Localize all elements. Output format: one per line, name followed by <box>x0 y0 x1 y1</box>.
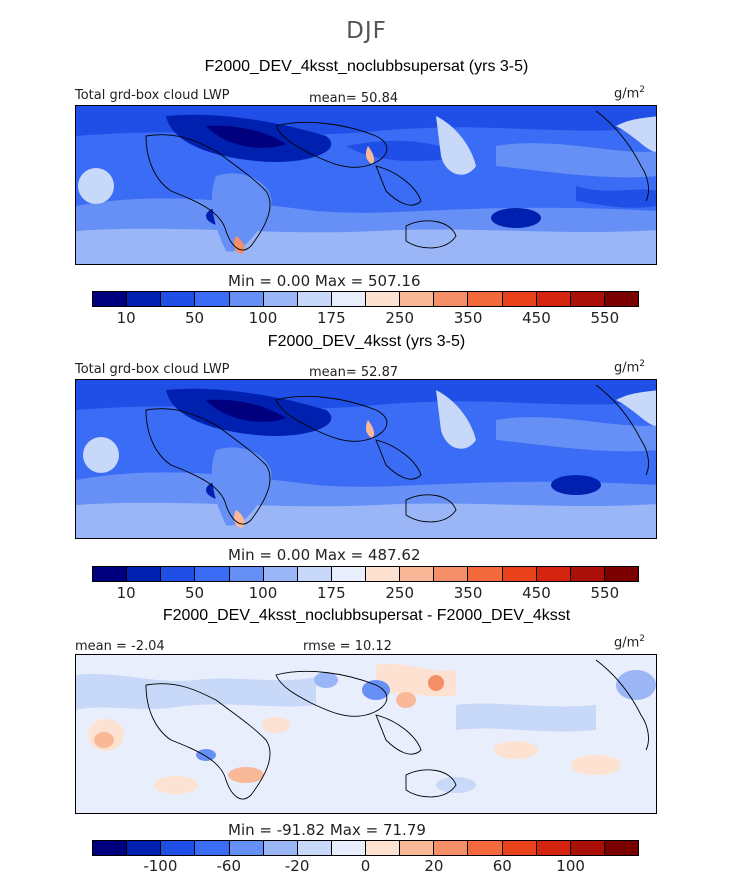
colorbar-swatch <box>195 841 230 855</box>
colorbar-swatch <box>127 292 162 306</box>
colorbar-swatch <box>127 567 162 581</box>
colorbar-swatch <box>536 841 571 855</box>
colorbar-tick: 350 <box>453 309 483 327</box>
panel-1-units: g/m2 <box>614 85 646 102</box>
colorbar-tick: 250 <box>385 309 415 327</box>
colorbar-swatch <box>263 841 298 855</box>
panel-2-title: F2000_DEV_4ksst (yrs 3-5) <box>267 333 466 350</box>
colorbar-swatch <box>400 292 435 306</box>
panel-2-variable-label: Total grd-box cloud LWP <box>75 362 230 377</box>
colorbar-swatch <box>570 567 605 581</box>
colorbar-swatch <box>93 567 128 581</box>
panel-3-minmax: Min = -91.82 Max = 71.79 <box>228 821 426 839</box>
colorbar-swatch <box>468 841 503 855</box>
colorbar-swatch <box>297 841 332 855</box>
panel-2-colorbar <box>92 566 639 582</box>
panel-3-colorbar <box>92 840 639 856</box>
colorbar-tick: 10 <box>116 309 136 327</box>
panel-1-map <box>75 105 657 265</box>
colorbar-swatch <box>161 567 196 581</box>
colorbar-swatch <box>297 567 332 581</box>
colorbar-tick: 175 <box>316 584 346 602</box>
colorbar-swatch <box>400 567 435 581</box>
colorbar-tick: 20 <box>424 857 444 875</box>
colorbar-swatch <box>161 841 196 855</box>
colorbar-swatch <box>570 841 605 855</box>
panel-1-variable-label: Total grd-box cloud LWP <box>75 88 230 103</box>
colorbar-tick: 10 <box>116 584 136 602</box>
colorbar-swatch <box>161 292 196 306</box>
colorbar-tick: 350 <box>453 584 483 602</box>
panel-3-map <box>75 654 657 814</box>
colorbar-swatch <box>502 292 537 306</box>
panel-1-minmax: Min = 0.00 Max = 507.16 <box>228 272 421 290</box>
colorbar-swatch <box>468 292 503 306</box>
colorbar-tick: 100 <box>556 857 585 875</box>
colorbar-swatch <box>434 567 469 581</box>
colorbar-swatch <box>434 292 469 306</box>
colorbar-tick: 175 <box>316 309 346 327</box>
colorbar-tick: 50 <box>185 309 205 327</box>
colorbar-swatch <box>366 567 401 581</box>
colorbar-swatch <box>604 841 638 855</box>
colorbar-tick: -100 <box>143 857 178 875</box>
season-title: DJF <box>346 18 387 44</box>
panel-2-units: g/m2 <box>614 359 646 376</box>
panel-2-minmax: Min = 0.00 Max = 487.62 <box>228 546 421 564</box>
colorbar-swatch <box>366 292 401 306</box>
colorbar-swatch <box>297 292 332 306</box>
panel-1-colorbar <box>92 291 639 307</box>
colorbar-tick: 450 <box>522 309 551 327</box>
colorbar-tick: 100 <box>248 309 278 327</box>
colorbar-swatch <box>604 292 638 306</box>
colorbar-swatch <box>366 841 401 855</box>
colorbar-tick: -60 <box>216 857 242 875</box>
panel-3-title: F2000_DEV_4ksst_noclubbsupersat - F2000_… <box>162 607 571 624</box>
colorbar-swatch <box>502 567 537 581</box>
colorbar-tick: -20 <box>284 857 310 875</box>
colorbar-tick: 550 <box>590 309 620 327</box>
colorbar-swatch <box>400 841 435 855</box>
colorbar-tick: 450 <box>522 584 551 602</box>
colorbar-swatch <box>331 292 366 306</box>
panel-1-mean-label: mean= 50.84 <box>309 91 399 106</box>
colorbar-swatch <box>536 292 571 306</box>
panel-1-ticks: 10 50 100 175 250 350 450 550 <box>92 309 639 327</box>
colorbar-swatch <box>331 567 366 581</box>
colorbar-tick: 0 <box>360 857 371 875</box>
panel-1-title: F2000_DEV_4ksst_noclubbsupersat (yrs 3-5… <box>204 58 529 75</box>
panel-3-mean-label: mean = -2.04 <box>75 639 165 654</box>
colorbar-swatch <box>263 567 298 581</box>
colorbar-tick: 50 <box>185 584 205 602</box>
panel-2-map <box>75 379 657 539</box>
colorbar-swatch <box>331 841 366 855</box>
panel-3-rmse-label: rmse = 10.12 <box>303 639 392 654</box>
colorbar-swatch <box>195 292 230 306</box>
panel-3-units: g/m2 <box>614 634 646 651</box>
colorbar-swatch <box>536 567 571 581</box>
colorbar-tick: 100 <box>248 584 278 602</box>
panel-2-mean-label: mean= 52.87 <box>309 365 399 380</box>
colorbar-swatch <box>229 841 264 855</box>
colorbar-swatch <box>195 567 230 581</box>
colorbar-swatch <box>570 292 605 306</box>
colorbar-swatch <box>434 841 469 855</box>
colorbar-swatch <box>229 292 264 306</box>
colorbar-tick: 250 <box>385 584 415 602</box>
colorbar-swatch <box>604 567 638 581</box>
colorbar-swatch <box>502 841 537 855</box>
colorbar-tick: 60 <box>492 857 512 875</box>
colorbar-tick: 550 <box>590 584 620 602</box>
colorbar-swatch <box>229 567 264 581</box>
colorbar-swatch <box>263 292 298 306</box>
colorbar-swatch <box>127 841 162 855</box>
panel-3-ticks: -100 -60 -20 0 20 60 100 <box>92 857 639 875</box>
panel-2-ticks: 10 50 100 175 250 350 450 550 <box>92 584 639 602</box>
colorbar-swatch <box>93 841 128 855</box>
colorbar-swatch <box>93 292 128 306</box>
colorbar-swatch <box>468 567 503 581</box>
